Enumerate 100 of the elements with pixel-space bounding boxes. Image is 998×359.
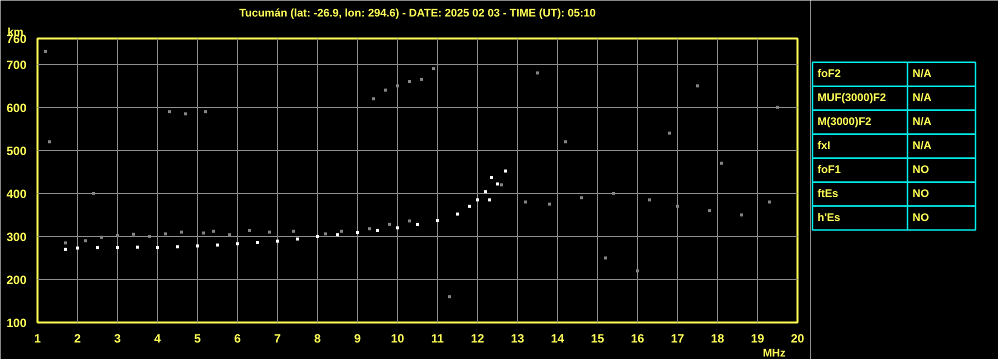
point: [668, 132, 671, 135]
point: [64, 248, 67, 251]
point: [100, 236, 103, 239]
point: [396, 226, 399, 230]
text: NO: [912, 188, 930, 200]
point: [468, 204, 471, 208]
point: [296, 238, 299, 241]
point: [276, 240, 279, 243]
chart-title: Tucumán (lat: -26.9, lon: 294.6) - DATE: 2025 02 03 - TIME (UT): 05:10: [239, 8, 596, 20]
point: [676, 204, 679, 208]
point: [92, 192, 95, 195]
text: h'Es: [818, 212, 840, 224]
x-tick-label: 1: [34, 332, 42, 346]
point: [176, 245, 179, 248]
point: [708, 209, 711, 212]
x-tick-label: 4: [154, 332, 162, 346]
x-tick-label: 18: [710, 332, 724, 346]
x-tick-label: 9: [354, 332, 362, 346]
point: [64, 241, 67, 244]
point: [648, 198, 651, 202]
point: [368, 227, 371, 230]
point: [484, 190, 487, 194]
x-tick-label: 11: [431, 332, 444, 346]
x-tick-label: 2: [74, 332, 82, 346]
point: [356, 231, 359, 234]
x-tick-label: 14: [550, 332, 564, 346]
point: [116, 246, 119, 250]
point: [612, 192, 615, 195]
text: N/A: [912, 140, 932, 152]
text: NO: [912, 164, 930, 176]
point: [432, 67, 435, 70]
point: [228, 233, 231, 236]
x-tick-label: 13: [510, 332, 524, 346]
point: [336, 233, 339, 236]
point: [48, 140, 51, 144]
point: [316, 234, 319, 238]
x-tick-label: 10: [390, 332, 404, 346]
y-tick-label: 300: [6, 230, 27, 244]
point: [116, 234, 119, 238]
point: [524, 200, 527, 204]
point: [292, 230, 295, 233]
x-tick-label: 15: [590, 332, 604, 346]
text: foF1: [818, 164, 841, 176]
point: [148, 234, 151, 238]
point: [490, 176, 493, 179]
point: [324, 232, 327, 236]
x-tick-label: 3: [114, 332, 122, 346]
point: [420, 78, 423, 81]
text: M(3000)F2: [818, 116, 872, 128]
text: MUF(3000)F2: [818, 92, 886, 104]
point: [768, 200, 771, 204]
point: [384, 88, 387, 92]
point: [548, 202, 551, 206]
point: [408, 80, 411, 84]
text: N/A: [912, 92, 932, 104]
point: [236, 242, 239, 246]
point: [536, 71, 539, 74]
point: [776, 106, 779, 109]
point: [256, 240, 259, 244]
point: [376, 228, 379, 232]
point: [636, 269, 639, 272]
point: [84, 239, 87, 242]
point: [436, 219, 439, 222]
text: NO: [912, 212, 930, 224]
point: [340, 230, 343, 233]
y-tick-label: 100: [6, 316, 27, 330]
x-tick-label: 5: [194, 332, 202, 346]
point: [408, 219, 411, 222]
point: [504, 170, 507, 173]
point: [416, 222, 419, 226]
point: [500, 183, 503, 186]
point: [204, 110, 207, 114]
point: [388, 222, 391, 226]
point: [604, 256, 607, 260]
point: [248, 228, 251, 232]
point: [720, 162, 723, 165]
point: [184, 112, 187, 116]
point: [476, 198, 479, 202]
point: [580, 196, 583, 200]
point: [372, 97, 375, 100]
y-tick-label: 700: [6, 58, 27, 72]
x-tick-label: 8: [314, 332, 322, 346]
x-tick-label: 20: [790, 332, 804, 346]
y-tick-label: 500: [6, 144, 27, 158]
point: [76, 246, 79, 250]
point: [96, 246, 99, 250]
x-tick-label: 6: [234, 332, 242, 346]
point: [202, 231, 205, 234]
y-tick-label: 400: [6, 186, 27, 201]
point: [448, 295, 451, 298]
x-tick-label: 7: [274, 332, 282, 346]
x-axis-title: MHz: [762, 348, 786, 359]
x-tick-label: 12: [470, 332, 484, 346]
y-tick-label: 600: [6, 100, 27, 115]
x-tick-label: 19: [750, 332, 764, 346]
text: N/A: [912, 68, 932, 80]
point: [456, 212, 459, 216]
point: [132, 232, 135, 236]
point: [488, 198, 491, 202]
point: [564, 140, 567, 144]
